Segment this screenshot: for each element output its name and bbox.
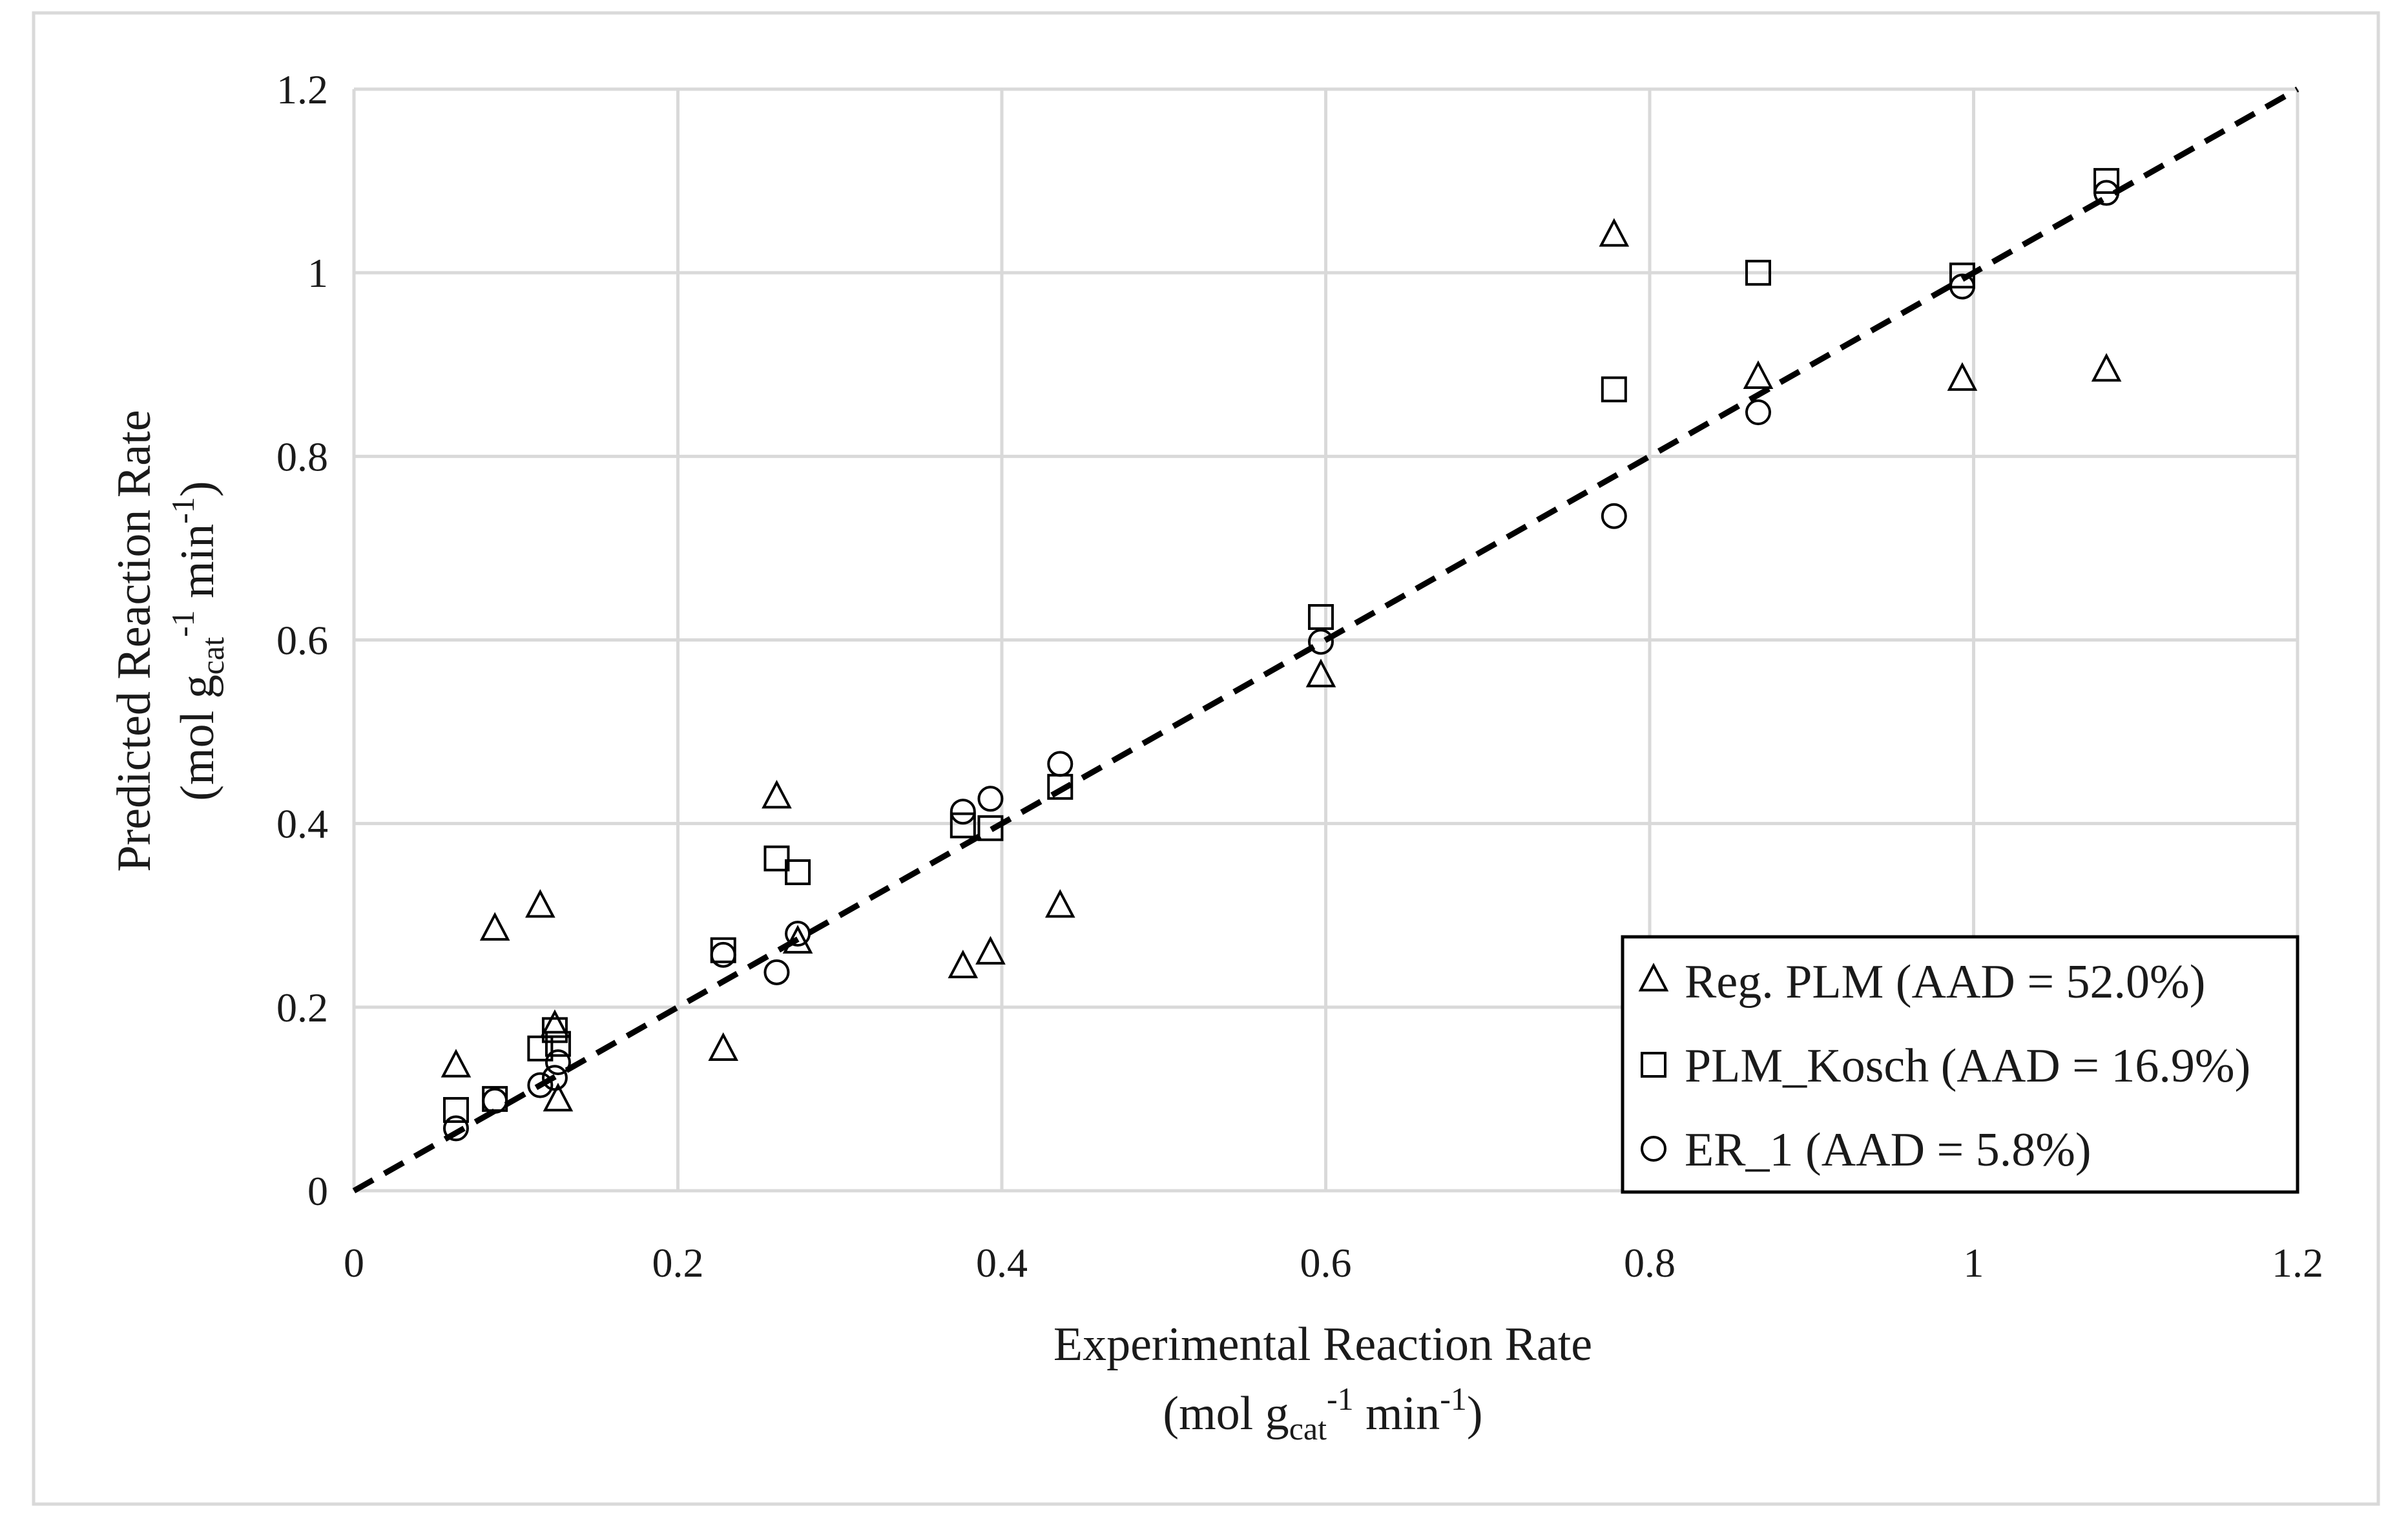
y-units-sub: cat: [194, 637, 231, 675]
x-units-sup1: -1: [1327, 1381, 1354, 1417]
x-tick-label: 1.2: [2272, 1240, 2323, 1286]
triangle-point: [1044, 889, 1075, 918]
circle-point: [527, 1072, 554, 1098]
legend-label: ER_1 (AAD = 5.8%): [1685, 1124, 2091, 1177]
triangle-point: [975, 936, 1006, 965]
x-units-sup2: -1: [1440, 1381, 1467, 1417]
triangle-point: [708, 1032, 739, 1062]
square-point: [1949, 262, 1975, 289]
legend-entries: Reg. PLM (AAD = 52.0%) PLM_Kosch (AAD = 1…: [1638, 956, 2250, 1177]
triangle-point: [539, 1009, 570, 1038]
y-axis-title: Predicted Reaction Rate: [108, 410, 161, 872]
circle-point: [541, 1065, 568, 1091]
y-tick-label: 0.4: [276, 801, 328, 847]
circle-point: [763, 959, 790, 985]
circle-point: [977, 786, 1004, 812]
triangle-point: [762, 780, 792, 809]
x-axis-title: Experimental Reaction Rate: [1054, 1318, 1592, 1371]
legend: Reg. PLM (AAD = 52.0%) PLM_Kosch (AAD = 1…: [1621, 935, 2299, 1194]
x-units-close: ): [1467, 1387, 1483, 1440]
square-point: [977, 815, 1004, 841]
triangle-point: [2091, 353, 2122, 382]
circle-point: [1601, 503, 1627, 529]
triangle-point: [1743, 360, 1774, 390]
data-markers: [441, 168, 2122, 1142]
y-units-mid: min: [171, 524, 224, 611]
circle-point: [785, 921, 811, 947]
x-tick-label: 0.6: [1300, 1240, 1352, 1286]
legend-label: Reg. PLM (AAD = 52.0%): [1685, 956, 2205, 1009]
circle-point: [482, 1087, 508, 1114]
circle-point: [1949, 273, 1975, 300]
circle-point: [950, 799, 976, 825]
triangle-point: [525, 889, 555, 918]
square-point: [527, 1035, 554, 1062]
square-point: [442, 1096, 469, 1123]
triangle-point: [1947, 362, 1978, 391]
y-units-sup1: -1: [165, 610, 201, 637]
x-units-mid: min: [1354, 1387, 1440, 1440]
legend-label: PLM_Kosch (AAD = 16.9%): [1685, 1040, 2250, 1093]
y-tick-label: 0: [307, 1168, 328, 1214]
x-units-open: (mol g: [1163, 1387, 1289, 1440]
square-point: [1307, 603, 1334, 630]
square-point: [541, 1017, 568, 1043]
square-point: [2093, 168, 2120, 194]
legend-box: [1621, 935, 2299, 1194]
circle-point: [442, 1115, 469, 1142]
square-point: [785, 859, 811, 885]
tick-labels: 0 0.2 0.4 0.6 0.8 1 1.2 0 0.2 0.4 0.6 0.8 1 1.2: [276, 67, 2323, 1286]
triangle-point: [1305, 658, 1336, 687]
square-point: [1601, 376, 1627, 403]
x-tick-label: 0.4: [976, 1240, 1028, 1286]
legend-circle-icon: [1641, 1136, 1666, 1162]
circle-point: [710, 941, 736, 968]
x-tick-label: 0.2: [652, 1240, 704, 1286]
x-tick-label: 1: [1964, 1240, 1984, 1286]
chart-frame: [32, 11, 2380, 1506]
x-units-sub: cat: [1289, 1410, 1327, 1447]
circle-point: [1307, 629, 1334, 655]
triangle-point: [948, 949, 979, 979]
square-point: [1745, 260, 1772, 286]
legend-square-icon: [1641, 1052, 1666, 1078]
triangle-point: [479, 912, 510, 941]
y-units-sup2: -1: [165, 497, 201, 524]
square-point: [950, 812, 976, 839]
triangle-point: [1599, 218, 1630, 247]
square-point: [763, 845, 790, 872]
y-tick-label: 1.2: [276, 67, 328, 112]
y-tick-label: 1: [307, 250, 328, 296]
x-tick-label: 0.8: [1624, 1240, 1676, 1286]
circle-point: [1047, 751, 1074, 777]
square-point: [545, 1031, 571, 1057]
legend-triangle-icon: [1638, 963, 1669, 992]
circle-point: [1745, 399, 1772, 426]
triangle-point: [782, 925, 813, 954]
y-tick-label: 0.6: [276, 618, 328, 664]
x-tick-label: 0: [344, 1240, 364, 1286]
y-tick-label: 0.8: [276, 434, 328, 479]
y-units-close: ): [171, 481, 224, 497]
y-axis-units: (mol gcat-1 min-1): [165, 481, 231, 801]
circle-point: [2093, 180, 2120, 206]
y-units-open: (mol g: [171, 675, 224, 801]
circle-point: [545, 1049, 571, 1076]
triangle-point: [543, 1082, 574, 1112]
triangle-point: [441, 1049, 472, 1078]
y-tick-label: 0.2: [276, 985, 328, 1031]
x-axis-units: (mol gcat-1 min-1): [1163, 1381, 1482, 1447]
